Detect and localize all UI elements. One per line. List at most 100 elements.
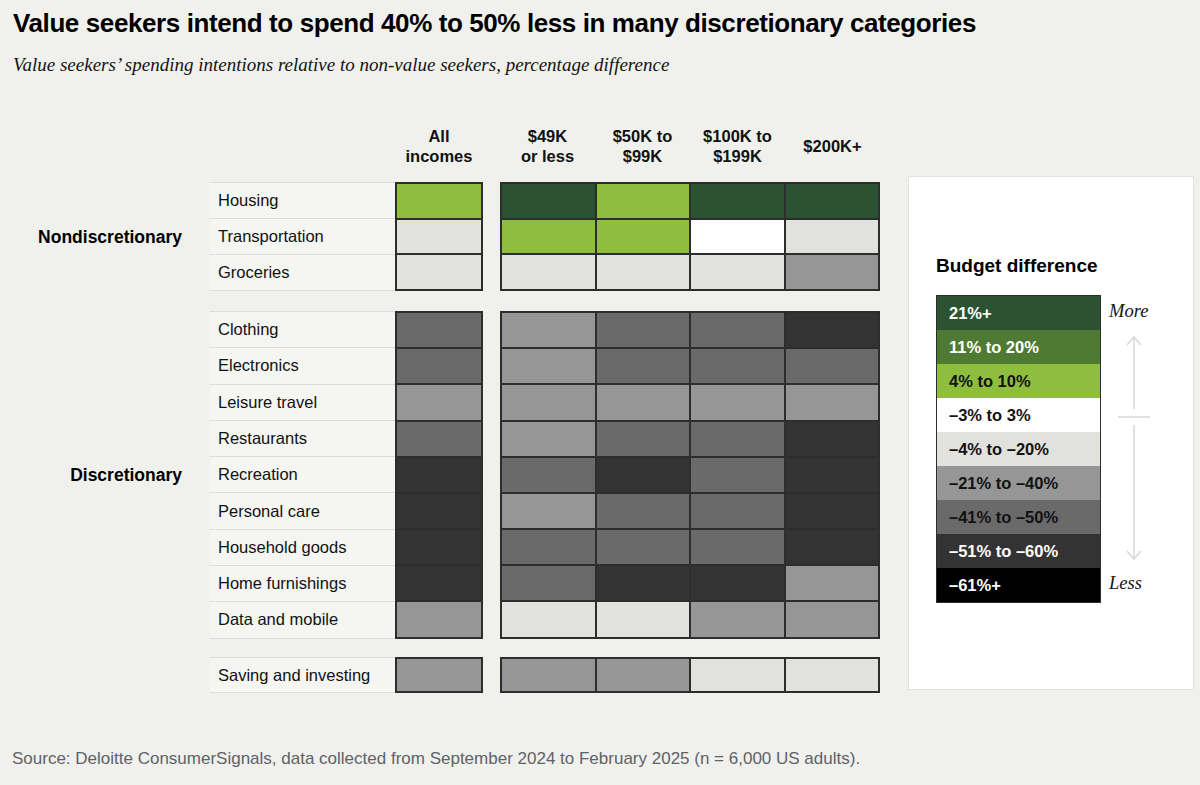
heatmap-cell [597,458,690,492]
heatmap-block-group-1-all-incomes [395,311,483,639]
heatmap-cell [786,602,879,636]
heatmap-cell [502,349,595,383]
heatmap-cell [397,385,481,419]
heatmap-cell [691,602,784,636]
row-label-electronics: Electronics [210,347,395,383]
heatmap-cell [397,458,481,492]
column-header-200k: $200K+ [785,118,881,174]
row-label-transportation: Transportation [210,218,395,254]
heatmap-cell [691,184,784,218]
heatmap-cell [397,220,481,254]
heatmap-cell [597,184,690,218]
column-header-49k-or-less: $49Kor less [500,118,596,174]
column-header-50k-to-99k: $50K to$99K [595,118,691,174]
heatmap-cell [786,422,879,456]
group-label-nondiscretionary: Nondiscretionary [0,225,182,249]
heatmap-cell [691,530,784,564]
heatmap-cell [597,494,690,528]
heatmap-cell [397,659,481,691]
heatmap-cell [597,566,690,600]
chart-title: Value seekers intend to spend 40% to 50%… [13,8,976,39]
heatmap-cell [502,566,595,600]
heatmap-cell [502,313,595,347]
legend-bin-11-to-20: 11% to 20% [937,330,1100,364]
legend-more-label: More [1109,301,1179,322]
heatmap-cell [691,255,784,289]
heatmap-cell [502,530,595,564]
group-label-discretionary: Discretionary [0,463,182,487]
heatmap-cell [597,659,690,691]
heatmap-cell [597,602,690,636]
heatmap-cell [397,255,481,289]
heatmap-cell [691,349,784,383]
heatmap-cell [691,494,784,528]
heatmap-cell [786,220,879,254]
heatmap-cell [786,659,879,691]
heatmap-cell [786,313,879,347]
heatmap-cell [502,458,595,492]
row-label-clothing: Clothing [210,311,395,347]
heatmap-cell [691,659,784,691]
row-label-housing: Housing [210,182,395,218]
legend-bin-21-to-40: –21% to –40% [937,466,1100,500]
heatmap-block-group-1-income-bands [500,311,880,639]
row-label-data-and-mobile: Data and mobile [210,601,395,637]
legend-title: Budget difference [936,255,1098,277]
row-label-groceries: Groceries [210,254,395,290]
chart-subtitle: Value seekers’ spending intentions relat… [13,54,669,76]
heatmap-cell [597,313,690,347]
heatmap-cell [597,220,690,254]
heatmap-block-group-2-income-bands [500,657,880,693]
heatmap-cell [502,184,595,218]
row-label-household-goods: Household goods [210,529,395,565]
heatmap-cell [786,184,879,218]
legend-bin-21: 21%+ [937,296,1100,330]
legend-bin-4-to-20: –4% to –20% [937,432,1100,466]
heatmap-cell [597,385,690,419]
heatmap-cell [397,602,481,636]
heatmap-cell [397,566,481,600]
row-label-recreation: Recreation [210,456,395,492]
heatmap-cell [502,659,595,691]
heatmap-cell [597,422,690,456]
heatmap-cell [786,566,879,600]
row-labels-group-1: ClothingElectronicsLeisure travelRestaur… [210,311,395,639]
heatmap-cell [786,494,879,528]
legend-bin-4-to-10: 4% to 10% [937,364,1100,398]
heatmap-cell [786,530,879,564]
heatmap-cell [597,255,690,289]
heatmap-cell [691,220,784,254]
row-label-home-furnishings: Home furnishings [210,565,395,601]
heatmap-cell [691,422,784,456]
legend-less-label: Less [1109,573,1179,594]
source-note: Source: Deloitte ConsumerSignals, data c… [12,749,860,769]
heatmap-block-group-0-all-incomes [395,182,483,291]
heatmap-cell [786,458,879,492]
heatmap-cell [691,566,784,600]
legend-scale-arrows-icon [1112,325,1156,575]
legend-bin-3-to-3: –3% to 3% [937,398,1100,432]
heatmap-cell [691,458,784,492]
heatmap-cell [502,385,595,419]
heatmap-cell [397,494,481,528]
legend-bin-51-to-60: –51% to –60% [937,534,1100,568]
heatmap-cell [397,530,481,564]
row-label-personal-care: Personal care [210,492,395,528]
heatmap-cell [502,422,595,456]
heatmap-cell [597,349,690,383]
heatmap-block-group-0-income-bands [500,182,880,291]
heatmap-cell [691,313,784,347]
heatmap-cell [502,494,595,528]
heatmap-cell [597,530,690,564]
row-label-leisure-travel: Leisure travel [210,384,395,420]
row-label-restaurants: Restaurants [210,420,395,456]
heatmap-cell [397,422,481,456]
heatmap-block-group-2-all-incomes [395,657,483,693]
heatmap-cell [502,220,595,254]
heatmap-cell [397,349,481,383]
row-labels-group-0: HousingTransportationGroceries [210,182,395,291]
legend-bins: 21%+11% to 20%4% to 10%–3% to 3%–4% to –… [936,295,1101,603]
heatmap-cell [502,255,595,289]
heatmap-cell [502,602,595,636]
legend-bin-61: –61%+ [937,568,1100,602]
